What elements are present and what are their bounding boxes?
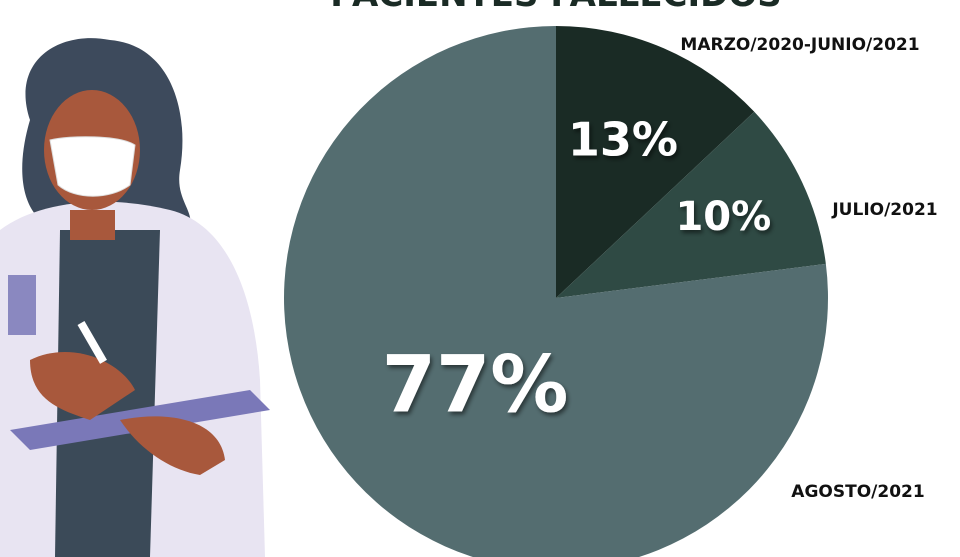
pie-slice [556, 111, 826, 298]
value-label: 13% [568, 113, 678, 167]
doctor-illustration [0, 38, 270, 557]
chart-title: PACIENTES FALLECIDOS [330, 0, 782, 15]
category-label: MARZO/2020-JUNIO/2021 [680, 35, 919, 55]
category-label: JULIO/2021 [831, 200, 937, 220]
value-label: 10% [675, 194, 771, 240]
category-label: AGOSTO/2021 [791, 482, 924, 502]
value-label: 77% [382, 340, 569, 430]
pie-slice [556, 26, 755, 298]
pie-slice [284, 26, 828, 557]
